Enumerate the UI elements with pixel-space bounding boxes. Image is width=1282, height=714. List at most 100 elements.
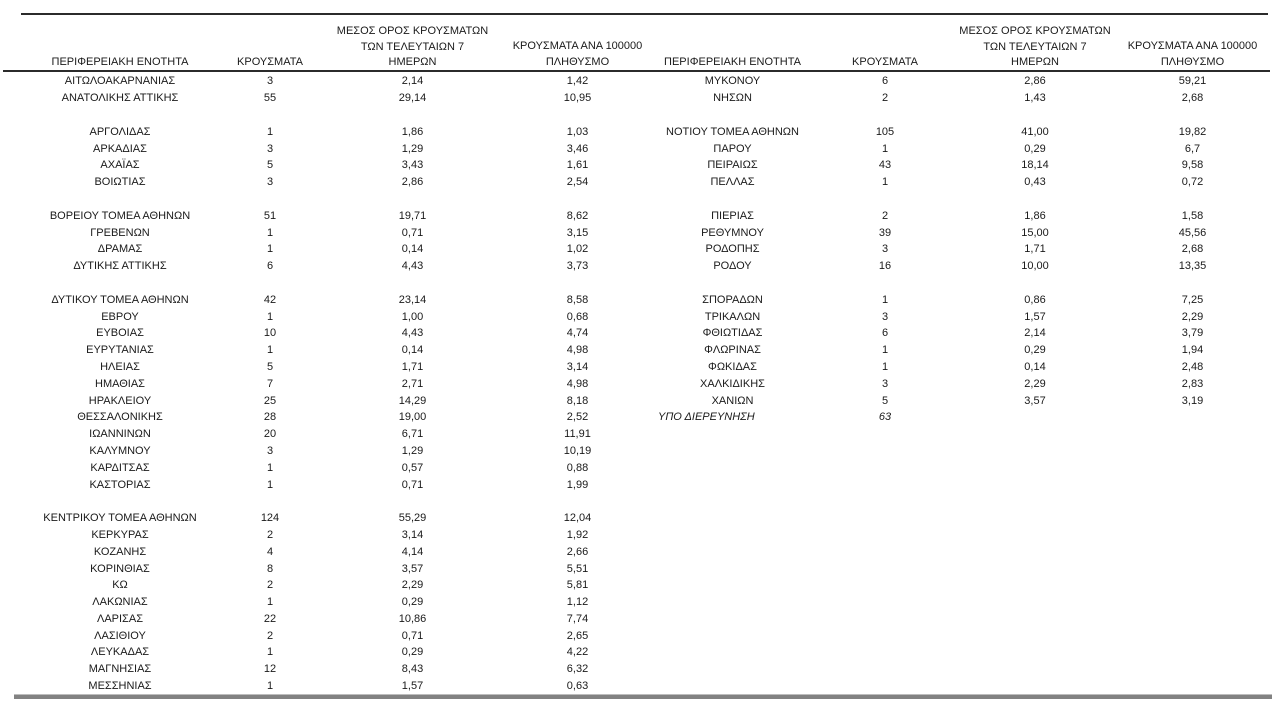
avg7-cell: 1,86 [1024,209,1046,222]
right-header-avg7-line3: ΗΜΕΡΩΝ [1011,56,1059,68]
per100k-cell: 45,56 [1178,226,1207,239]
table-row: ΚΟΡΙΝΘΙΑΣ 8 3,57 5,51 [20,560,650,577]
table-row: ΔΡΑΜΑΣ 1 0,14 1,02 [20,241,650,258]
per100k-cell: 0,68 [566,310,589,323]
per100k-cell: 5,81 [566,579,589,592]
left-header-per100k-line1: ΚΡΟΥΣΜΑΤΑ ΑΝΑ 100000 [512,40,643,52]
cases-cell: 2 [266,579,274,592]
table-row: ΒΟΙΩΤΙΑΣ 3 2,86 2,54 [20,174,650,191]
avg7-cell: 1,00 [401,310,424,323]
right-header-per100k-line1: ΚΡΟΥΣΜΑΤΑ ΑΝΑ 100000 [1127,40,1258,52]
table-row: ΕΒΡΟΥ 1 1,00 0,68 [20,308,650,325]
table-row: ΑΝΑΤΟΛΙΚΗΣ ΑΤΤΙΚΗΣ 55 29,14 10,95 [20,90,650,107]
spacer-row [650,107,1270,124]
avg7-cell: 0,29 [401,596,424,609]
region-name-cell: ΕΒΡΟΥ [101,310,139,323]
avg7-cell: 0,29 [1024,344,1046,357]
table-row: ΠΙΕΡΙΑΣ 2 1,86 1,58 [650,207,1270,224]
right-header-avg7-line1: ΜΕΣΟΣ ΟΡΟΣ ΚΡΟΥΣΜΑΤΩΝ [959,25,1111,37]
per100k-cell: 59,21 [1178,75,1207,88]
table-row: ΛΑΡΙΣΑΣ 22 10,86 7,74 [20,611,650,628]
per100k-cell: 0,88 [566,461,589,474]
table-row: ΚΑΣΤΟΡΙΑΣ 1 0,71 1,99 [20,476,650,493]
cases-cell: 5 [266,360,274,373]
cases-cell: 1 [266,596,274,609]
cases-cell: 3 [266,444,274,457]
cases-cell: 25 [263,394,277,407]
table-row: ΛΕΥΚΑΔΑΣ 1 0,29 4,22 [20,644,650,661]
avg7-cell: 1,29 [401,444,424,457]
per100k-cell: 9,58 [1181,159,1204,172]
per100k-cell: 1,02 [566,243,589,256]
cases-cell: 105 [875,125,895,138]
cases-cell: 8 [266,562,274,575]
per100k-cell: 8,18 [566,394,589,407]
region-name-cell: ΦΛΩΡΙΝΑΣ [704,344,761,357]
table-row: ΜΑΓΝΗΣΙΑΣ 12 8,43 6,32 [20,661,650,678]
region-name-cell: ΚΟΖΑΝΗΣ [93,545,147,558]
cases-cell: 1 [881,142,889,155]
left-header-avg7-line2: ΤΩΝ ΤΕΛΕΥΤΑΙΩΝ 7 [360,40,465,53]
region-name-cell: ΚΑΡΔΙΤΣΑΣ [90,461,150,474]
table-row: ΗΡΑΚΛΕΙΟΥ 25 14,29 8,18 [20,392,650,409]
region-name-cell: ΑΝΑΤΟΛΙΚΗΣ ΑΤΤΙΚΗΣ [61,92,179,105]
cases-cell: 1 [266,243,274,256]
cases-cell: 12 [263,663,277,676]
region-name-cell: ΔΥΤΙΚΗΣ ΑΤΤΙΚΗΣ [73,260,167,273]
region-name-cell: ΝΗΣΩΝ [713,92,752,105]
region-name-cell: ΡΟΔΟΠΗΣ [705,243,760,256]
avg7-cell: 18,14 [1021,159,1049,172]
region-name-cell: ΕΥΡΥΤΑΝΙΑΣ [86,344,154,357]
region-name-cell: ΛΑΣΙΘΙΟΥ [94,629,146,642]
cases-cell: 1 [266,226,274,239]
avg7-cell: 3,57 [1024,394,1046,407]
per100k-cell: 3,19 [1181,394,1204,407]
region-name-cell: ΚΟΡΙΝΘΙΑΣ [90,562,150,575]
avg7-cell: 2,14 [1024,327,1046,340]
table-row: ΣΠΟΡΑΔΩΝ 1 0,86 7,25 [650,291,1270,308]
region-name-cell: ΚΩ [112,579,128,592]
per100k-cell: 2,48 [1181,360,1204,373]
region-name-cell: ΠΕΛΛΑΣ [710,176,755,189]
cases-cell: 28 [263,411,277,424]
region-name-cell: ΑΙΤΩΛΟΑΚΑΡΝΑΝΙΑΣ [64,75,176,88]
per100k-cell: 1,92 [566,528,589,541]
region-name-cell: ΑΡΚΑΔΙΑΣ [93,142,147,155]
right-table: ΜΥΚΟΝΟΥ 6 2,86 59,21 ΝΗΣΩΝ 2 1,43 2,68 ΝΟΤΙΟΥ ΤΟ… [650,73,1270,426]
avg7-cell: 2,71 [401,377,424,390]
cases-cell: 6 [881,75,889,88]
table-row: ΡΕΘΥΜΝΟΥ 39 15,00 45,56 [650,224,1270,241]
spacer-row [20,191,650,208]
avg7-cell: 41,00 [1021,125,1049,138]
table-row: ΚΩ 2 2,29 5,81 [20,577,650,594]
left-header-avg7: ΜΕΣΟΣ ΟΡΟΣ ΚΡΟΥΣΜΑΤΩΝ ΤΩΝ ΤΕΛΕΥΤΑΙΩΝ 7 Η… [320,24,505,71]
per100k-cell: 4,98 [566,344,589,357]
region-name-cell: ΜΥΚΟΝΟΥ [704,75,761,88]
cases-cell: 1 [266,646,274,659]
table-row: ΚΕΡΚΥΡΑΣ 2 3,14 1,92 [20,527,650,544]
region-name-cell: ΦΩΚΙΔΑΣ [708,360,757,373]
avg7-cell: 0,71 [401,226,424,239]
avg7-cell: 29,14 [398,92,427,105]
cases-cell: 51 [263,209,277,222]
avg7-cell: 55,29 [398,512,427,525]
per100k-cell: 1,99 [566,478,589,491]
avg7-cell: 0,14 [401,243,424,256]
cases-cell: 63 [878,411,892,424]
region-name-cell: ΗΡΑΚΛΕΙΟΥ [88,394,152,407]
cases-cell: 1 [881,344,889,357]
avg7-cell: 1,71 [1024,243,1046,256]
per100k-cell: 6,32 [566,663,589,676]
avg7-cell: 0,43 [1024,176,1046,189]
table-row: ΚΕΝΤΡΙΚΟΥ ΤΟΜΕΑ ΑΘΗΝΩΝ 124 55,29 12,04 [20,510,650,527]
per100k-cell: 7,25 [1181,293,1204,306]
region-name-cell: ΧΑΛΚΙΔΙΚΗΣ [700,377,765,390]
avg7-cell: 0,71 [401,478,424,491]
table-row: ΠΕΛΛΑΣ 1 0,43 0,72 [650,174,1270,191]
cases-cell: 1 [266,478,274,491]
avg7-cell: 15,00 [1021,226,1049,239]
per100k-cell: 13,35 [1178,260,1207,273]
avg7-cell: 4,14 [401,545,424,558]
right-header-per100k: ΚΡΟΥΣΜΑΤΑ ΑΝΑ 100000 ΠΛΗΘΥΣΜΟ [1115,39,1270,70]
table-row: ΦΛΩΡΙΝΑΣ 1 0,29 1,94 [650,342,1270,359]
